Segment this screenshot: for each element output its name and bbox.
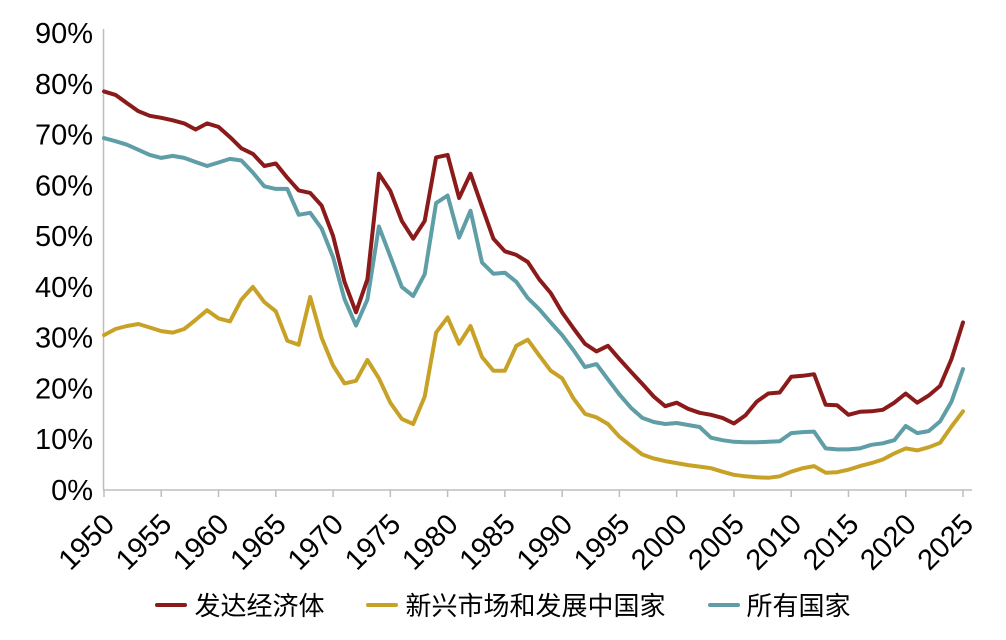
- legend-swatch-developed: [155, 602, 188, 607]
- y-axis-label: 70%: [35, 120, 93, 152]
- legend-item-all-countries: 所有国家: [707, 586, 851, 623]
- legend-label-developed: 发达经济体: [194, 591, 325, 621]
- y-axis-label: 20%: [35, 373, 93, 405]
- x-axis-label: 2020: [854, 508, 922, 576]
- x-axis-label: 2015: [797, 508, 865, 576]
- y-axis-label: 50%: [35, 221, 93, 253]
- x-axis-label: 1985: [454, 508, 522, 576]
- legend-swatch-all-countries: [707, 602, 740, 607]
- y-axis-label: 30%: [35, 323, 93, 355]
- series-line-all-countries: [102, 136, 965, 452]
- x-axis-label: 1970: [282, 508, 350, 576]
- x-axis-label: 1950: [53, 508, 121, 576]
- x-axis-label: 1980: [396, 508, 464, 576]
- legend: 发达经济体 新兴市场和发展中国家 所有国家: [0, 586, 1006, 623]
- x-axis-label: 2005: [683, 508, 751, 576]
- x-axis-label: 2025: [912, 508, 980, 576]
- x-axis-label: 1990: [511, 508, 579, 576]
- x-axis-label: 1995: [568, 508, 636, 576]
- series-line-developed: [102, 89, 965, 426]
- x-axis-label: 1955: [110, 508, 178, 576]
- y-axis-label: 10%: [35, 424, 93, 456]
- x-axis-label: 2010: [740, 508, 808, 576]
- x-axis-label: 1975: [339, 508, 407, 576]
- x-axis-label: 1960: [167, 508, 235, 576]
- y-axis-label: 40%: [35, 272, 93, 304]
- series-line-emerging: [102, 284, 965, 480]
- x-axis-label: 1965: [225, 508, 293, 576]
- legend-item-developed: 发达经济体: [155, 586, 324, 623]
- y-axis-label: 60%: [35, 170, 93, 202]
- legend-item-emerging: 新兴市场和发展中国家: [366, 586, 666, 623]
- legend-label-all-countries: 所有国家: [746, 591, 851, 621]
- legend-label-emerging: 新兴市场和发展中国家: [405, 591, 666, 621]
- x-axis-label: 2000: [625, 508, 693, 576]
- y-axis-label: 80%: [35, 69, 93, 101]
- y-axis-label: 90%: [35, 18, 93, 50]
- y-axis-label: 0%: [51, 475, 93, 507]
- legend-swatch-emerging: [366, 602, 399, 607]
